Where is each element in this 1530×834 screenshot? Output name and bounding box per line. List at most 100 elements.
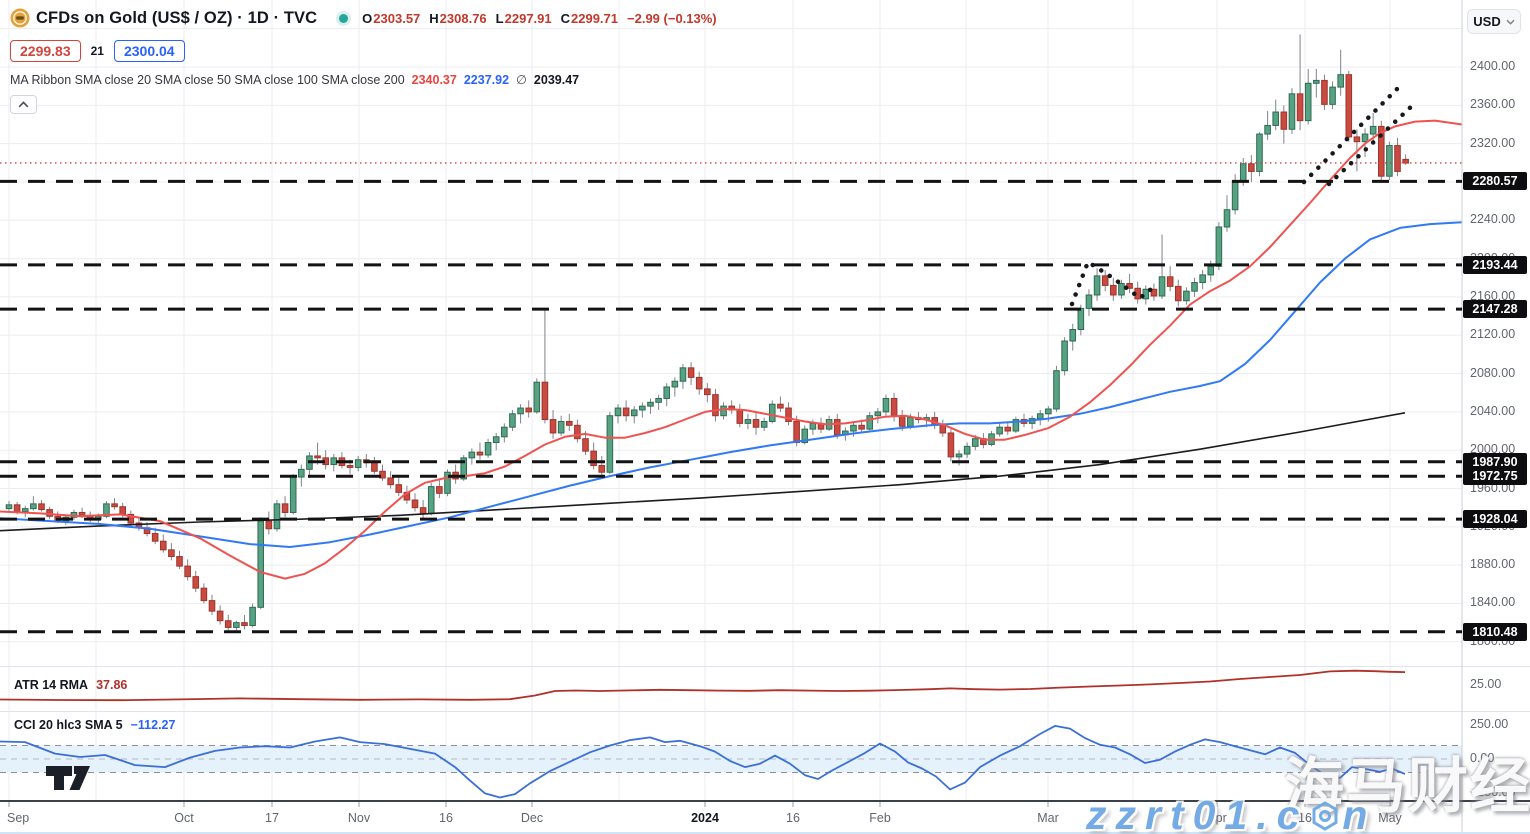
cci-value: −112.27 [130, 718, 176, 732]
low-label: L [495, 10, 504, 26]
candle-up [298, 468, 305, 478]
time-axis-label: Oct [174, 811, 194, 825]
candle-down [704, 388, 711, 396]
price-axis-label: 2360.00 [1470, 97, 1516, 112]
sma200-line [0, 412, 1406, 532]
high-label: H [429, 10, 439, 26]
candle-down [939, 424, 947, 434]
candle-up [1036, 413, 1044, 420]
candle-down [346, 465, 354, 468]
candle-up [614, 407, 622, 417]
candle-down [1345, 74, 1353, 138]
candle-up [679, 367, 687, 382]
candle-down [574, 424, 581, 440]
candle-down [687, 367, 695, 378]
candle-up [501, 426, 508, 438]
time-axis[interactable]: Sep Oct 17 Nov 16 Dec 2024 16 Feb Mar Apr 16 May [0, 802, 1530, 834]
candle-down [281, 503, 289, 513]
candle-up [1012, 419, 1020, 432]
candle-up [1215, 226, 1223, 267]
price-axis-label: 2080.00 [1470, 365, 1516, 380]
ma-ribbon-row[interactable]: MA Ribbon SMA close 20 SMA close 50 SMA … [10, 72, 717, 88]
dotted-zigzag-annotation [1069, 258, 1158, 307]
candle-up [720, 405, 727, 417]
candle-down [1174, 285, 1182, 302]
candle-down [168, 549, 175, 558]
candle-down [947, 432, 955, 458]
candle-down [38, 503, 45, 511]
candle-down [549, 419, 557, 434]
time-axis-label: Sep [7, 811, 30, 825]
candle-up [1386, 145, 1393, 177]
high-value: 2308.76 [439, 10, 487, 26]
candle-down [1150, 288, 1158, 297]
cci-axis-label: −250.00 [1470, 784, 1516, 799]
candle-up [639, 405, 646, 411]
candle-down [858, 424, 865, 430]
atr-line [0, 669, 1406, 702]
candle-up [273, 503, 281, 530]
chevron-up-icon [18, 101, 29, 108]
candle-down [151, 533, 159, 542]
symbol-title[interactable]: CFDs on Gold (US$ / OZ) · 1D · TVC [36, 8, 318, 27]
candle-up [509, 413, 516, 428]
atr-indicator-label[interactable]: ATR 14 RMA 37.86 [14, 678, 127, 692]
close-value: 2299.71 [571, 10, 619, 26]
cci-line [0, 725, 1406, 799]
time-axis-label: 17 [265, 811, 279, 825]
chart-header: CFDs on Gold (US$ / OZ) · 1D · TVC O2303… [10, 6, 717, 114]
time-axis-label: May [1378, 811, 1402, 825]
candle-down [192, 576, 200, 589]
sell-price-button[interactable]: 2299.83 [10, 40, 81, 62]
candle-down [833, 419, 841, 436]
price-level-badge: 2280.57 [1463, 172, 1527, 191]
candle-down [1394, 145, 1401, 172]
candle-up [1304, 82, 1312, 122]
gold-symbol-icon [10, 8, 30, 28]
price-level-badge: 1810.48 [1463, 622, 1527, 641]
candle-down [159, 540, 167, 551]
tradingview-logo-icon[interactable] [46, 764, 92, 792]
price-axis-label: 2400.00 [1470, 59, 1516, 73]
time-axis-label: 16 [439, 811, 453, 825]
candle-up [468, 451, 476, 459]
candle-up [874, 411, 882, 417]
candle-down [387, 477, 394, 486]
candle-down [395, 484, 403, 493]
candle-down [241, 622, 248, 627]
buy-price-button[interactable]: 2300.04 [113, 40, 185, 62]
currency-dropdown[interactable]: USD [1467, 9, 1521, 34]
candle-up [233, 622, 240, 628]
sma50-line [0, 221, 1463, 548]
candle-down [793, 420, 800, 444]
price-axis[interactable]: USD 2400.002360.002320.002240.002200.002… [1462, 0, 1530, 834]
candle-down [46, 509, 53, 517]
candle-up [257, 520, 265, 608]
ma-ribbon-label: MA Ribbon SMA close 20 SMA close 50 SMA … [10, 72, 405, 87]
candle-down [736, 409, 744, 424]
candle-up [5, 504, 13, 510]
price-axis-label: 2000.00 [1470, 442, 1516, 457]
candle-up [671, 380, 679, 388]
candle-up [630, 409, 638, 417]
candle-up [1239, 163, 1247, 182]
candle-down [1110, 284, 1117, 296]
candle-up [850, 424, 857, 432]
candle-up [1223, 209, 1231, 228]
currency-label: USD [1473, 14, 1501, 29]
candle-up [444, 471, 451, 494]
candle-up [1118, 283, 1125, 296]
cci-indicator-label[interactable]: CCI 20 hlc3 SMA 5 −112.27 [14, 718, 175, 732]
time-axis-label: Dec [520, 811, 544, 825]
open-label: O [362, 10, 373, 26]
candle-down [712, 394, 719, 417]
sma200-value: 2039.47 [533, 72, 580, 87]
market-status-icon[interactable] [339, 13, 349, 23]
candle-up [647, 401, 654, 407]
collapse-indicator-button[interactable] [10, 95, 37, 114]
candle-up [768, 403, 776, 422]
candle-up [1085, 294, 1093, 309]
close-label: C [560, 10, 571, 26]
